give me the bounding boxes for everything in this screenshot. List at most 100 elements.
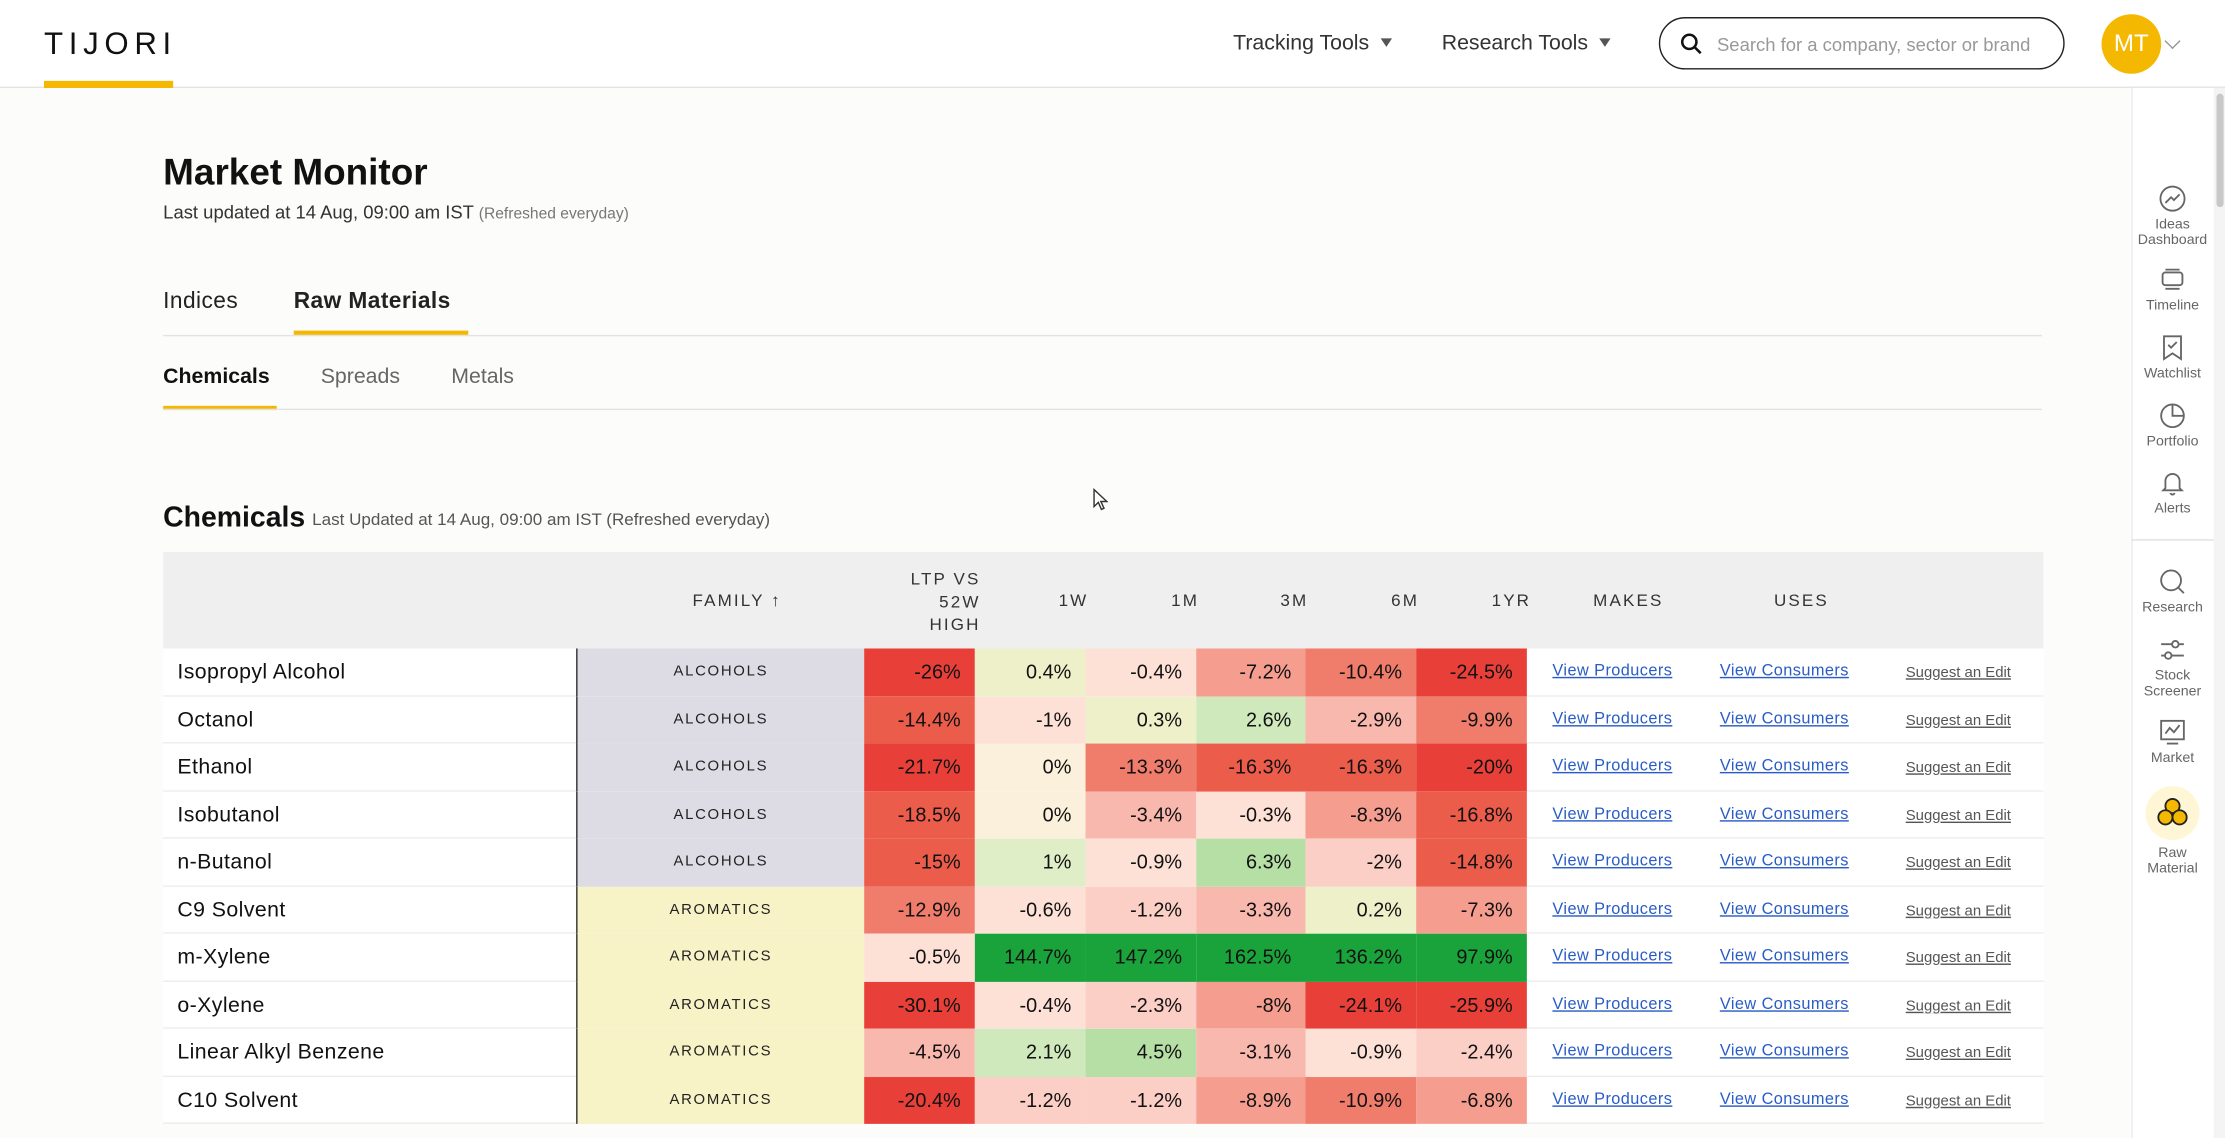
header-family[interactable]: FAMILY ↑ bbox=[692, 590, 782, 611]
chevron-down-icon[interactable] bbox=[2164, 33, 2181, 50]
family-cell: AROMATICS bbox=[576, 1076, 865, 1124]
table-row: Ethanol ALCOHOLS -21.7% 0% -13.3% -16.3% -16.3… bbox=[163, 743, 2044, 792]
cell-m3: -16.3% bbox=[1196, 743, 1306, 792]
rail-item-alerts[interactable]: Alerts bbox=[2131, 468, 2213, 517]
rail-item-ideas-dashboard[interactable]: Ideas Dashboard bbox=[2131, 184, 2213, 248]
header-3m[interactable]: 3M bbox=[1280, 590, 1309, 611]
chemical-name[interactable]: m-Xylene bbox=[177, 945, 271, 970]
suggest-edit-link[interactable]: Suggest an Edit bbox=[1905, 901, 2011, 919]
suggest-edit-link[interactable]: Suggest an Edit bbox=[1905, 806, 2011, 824]
avatar[interactable]: MT bbox=[2101, 14, 2162, 74]
cell-m6: 0.2% bbox=[1305, 886, 1417, 934]
view-producers-link[interactable]: View Producers bbox=[1552, 995, 1673, 1013]
cell-m6: -0.9% bbox=[1305, 1028, 1417, 1077]
chemical-name[interactable]: Linear Alkyl Benzene bbox=[177, 1040, 385, 1065]
rail-item-portfolio[interactable]: Portfolio bbox=[2131, 402, 2213, 451]
view-producers-link[interactable]: View Producers bbox=[1552, 662, 1673, 680]
suggest-edit-link[interactable]: Suggest an Edit bbox=[1905, 949, 2011, 967]
scrollbar[interactable] bbox=[2213, 87, 2225, 1138]
logo-underline bbox=[43, 80, 174, 88]
view-consumers-link[interactable]: View Consumers bbox=[1719, 710, 1849, 728]
subtab-metals[interactable]: Metals bbox=[451, 364, 514, 389]
view-producers-link[interactable]: View Producers bbox=[1552, 1090, 1673, 1108]
view-consumers-link[interactable]: View Consumers bbox=[1719, 1090, 1849, 1108]
view-consumers-link[interactable]: View Consumers bbox=[1719, 805, 1849, 823]
view-consumers-link[interactable]: View Consumers bbox=[1719, 852, 1849, 870]
header-ltp-vs-52w-high[interactable]: LTP VS 52W HIGH bbox=[910, 569, 981, 635]
tracking-tools-label: Tracking Tools bbox=[1233, 31, 1370, 56]
tracking-tools-menu[interactable]: Tracking Tools bbox=[1233, 31, 1392, 55]
suggest-edit-link[interactable]: Suggest an Edit bbox=[1905, 996, 2011, 1014]
suggest-edit-link[interactable]: Suggest an Edit bbox=[1905, 711, 2011, 729]
tab-raw-materials[interactable]: Raw Materials bbox=[293, 289, 451, 314]
subtabs-divider bbox=[163, 408, 2042, 411]
header-uses: USES bbox=[1773, 590, 1829, 611]
suggest-edit-link[interactable]: Suggest an Edit bbox=[1905, 1091, 2011, 1109]
rail-item-research[interactable]: Research bbox=[2131, 568, 2213, 617]
rail-label: Market bbox=[2150, 750, 2195, 767]
rail-item-watchlist[interactable]: Watchlist bbox=[2131, 333, 2213, 382]
cell-m1: -0.9% bbox=[1085, 838, 1197, 887]
subtab-spreads[interactable]: Spreads bbox=[320, 364, 400, 389]
subtab-chemicals[interactable]: Chemicals bbox=[163, 364, 270, 389]
view-producers-link[interactable]: View Producers bbox=[1552, 757, 1673, 775]
chemical-name[interactable]: o-Xylene bbox=[177, 992, 265, 1017]
view-consumers-link[interactable]: View Consumers bbox=[1719, 757, 1849, 775]
view-consumers-link[interactable]: View Consumers bbox=[1719, 947, 1849, 965]
table-row: Octanol ALCOHOLS -14.4% -1% 0.3% 2.6% -2.9% -9.… bbox=[163, 696, 2044, 744]
view-producers-link[interactable]: View Producers bbox=[1552, 805, 1673, 823]
cell-y1: -14.8% bbox=[1416, 838, 1527, 887]
scrollbar-thumb[interactable] bbox=[2216, 93, 2224, 208]
header-1w[interactable]: 1W bbox=[1058, 590, 1089, 611]
chemical-name[interactable]: C9 Solvent bbox=[177, 897, 286, 922]
suggest-edit-link[interactable]: Suggest an Edit bbox=[1905, 854, 2011, 872]
page-subtitle: Last updated at 14 Aug, 09:00 am IST (Re… bbox=[163, 201, 629, 222]
logo[interactable]: TIJORI bbox=[43, 25, 177, 62]
cell-w1: -0.4% bbox=[974, 981, 1086, 1029]
rail-item-raw-material[interactable]: Raw Material bbox=[2131, 785, 2213, 877]
header-1m[interactable]: 1M bbox=[1171, 590, 1200, 611]
view-producers-link[interactable]: View Producers bbox=[1552, 710, 1673, 728]
rail-item-timeline[interactable]: Timeline bbox=[2131, 265, 2213, 314]
view-consumers-link[interactable]: View Consumers bbox=[1719, 995, 1849, 1013]
search-input[interactable] bbox=[1717, 29, 2047, 59]
chemical-name[interactable]: Isobutanol bbox=[177, 802, 280, 827]
tab-indices[interactable]: Indices bbox=[163, 289, 239, 314]
view-producers-link[interactable]: View Producers bbox=[1552, 852, 1673, 870]
view-consumers-link[interactable]: View Consumers bbox=[1719, 1042, 1849, 1061]
refresh-note: (Refreshed everyday) bbox=[478, 205, 629, 223]
view-producers-link[interactable]: View Producers bbox=[1552, 947, 1673, 965]
cell-w1: 2.1% bbox=[974, 1028, 1086, 1077]
header-1yr[interactable]: 1YR bbox=[1491, 590, 1532, 611]
cell-y1: -16.8% bbox=[1416, 791, 1527, 839]
cell-m3: -3.3% bbox=[1196, 886, 1306, 934]
cell-m3: 2.6% bbox=[1196, 696, 1306, 744]
suggest-edit-link[interactable]: Suggest an Edit bbox=[1905, 1044, 2011, 1062]
view-producers-link[interactable]: View Producers bbox=[1552, 900, 1673, 918]
table-row: n-Butanol ALCOHOLS -15% 1% -0.9% 6.3% -2% -14.8… bbox=[163, 838, 2044, 887]
chemical-name[interactable]: Octanol bbox=[177, 707, 254, 732]
cell-w1: 0% bbox=[974, 743, 1086, 792]
chemical-name[interactable]: Ethanol bbox=[177, 754, 253, 780]
view-producers-link[interactable]: View Producers bbox=[1552, 1042, 1673, 1061]
header-6m[interactable]: 6M bbox=[1391, 590, 1420, 611]
research-tools-menu[interactable]: Research Tools bbox=[1442, 31, 1611, 55]
rail-divider bbox=[2131, 539, 2214, 541]
search-icon bbox=[1680, 33, 1702, 55]
view-consumers-link[interactable]: View Consumers bbox=[1719, 900, 1849, 918]
rail-item-stock-screener[interactable]: Stock Screener bbox=[2131, 636, 2213, 700]
chemical-name[interactable]: C10 Solvent bbox=[177, 1087, 299, 1112]
chemical-name[interactable]: Isopropyl Alcohol bbox=[177, 659, 346, 684]
ideas-dashboard-icon bbox=[2159, 185, 2186, 212]
cell-w1: -1% bbox=[974, 696, 1086, 744]
view-consumers-link[interactable]: View Consumers bbox=[1719, 662, 1849, 680]
top-bar: TIJORI Tracking Tools Research Tools MT bbox=[0, 0, 2225, 88]
suggest-edit-link[interactable]: Suggest an Edit bbox=[1905, 759, 2011, 777]
chemical-name[interactable]: n-Butanol bbox=[177, 849, 273, 875]
last-updated: Last updated at 14 Aug, 09:00 am IST bbox=[163, 201, 474, 223]
suggest-edit-link[interactable]: Suggest an Edit bbox=[1905, 664, 2011, 682]
cell-m3: -0.3% bbox=[1196, 791, 1306, 839]
rail-label: Alerts bbox=[2154, 500, 2191, 517]
rail-item-market[interactable]: Market bbox=[2131, 718, 2213, 767]
search-box[interactable] bbox=[1658, 17, 2065, 70]
